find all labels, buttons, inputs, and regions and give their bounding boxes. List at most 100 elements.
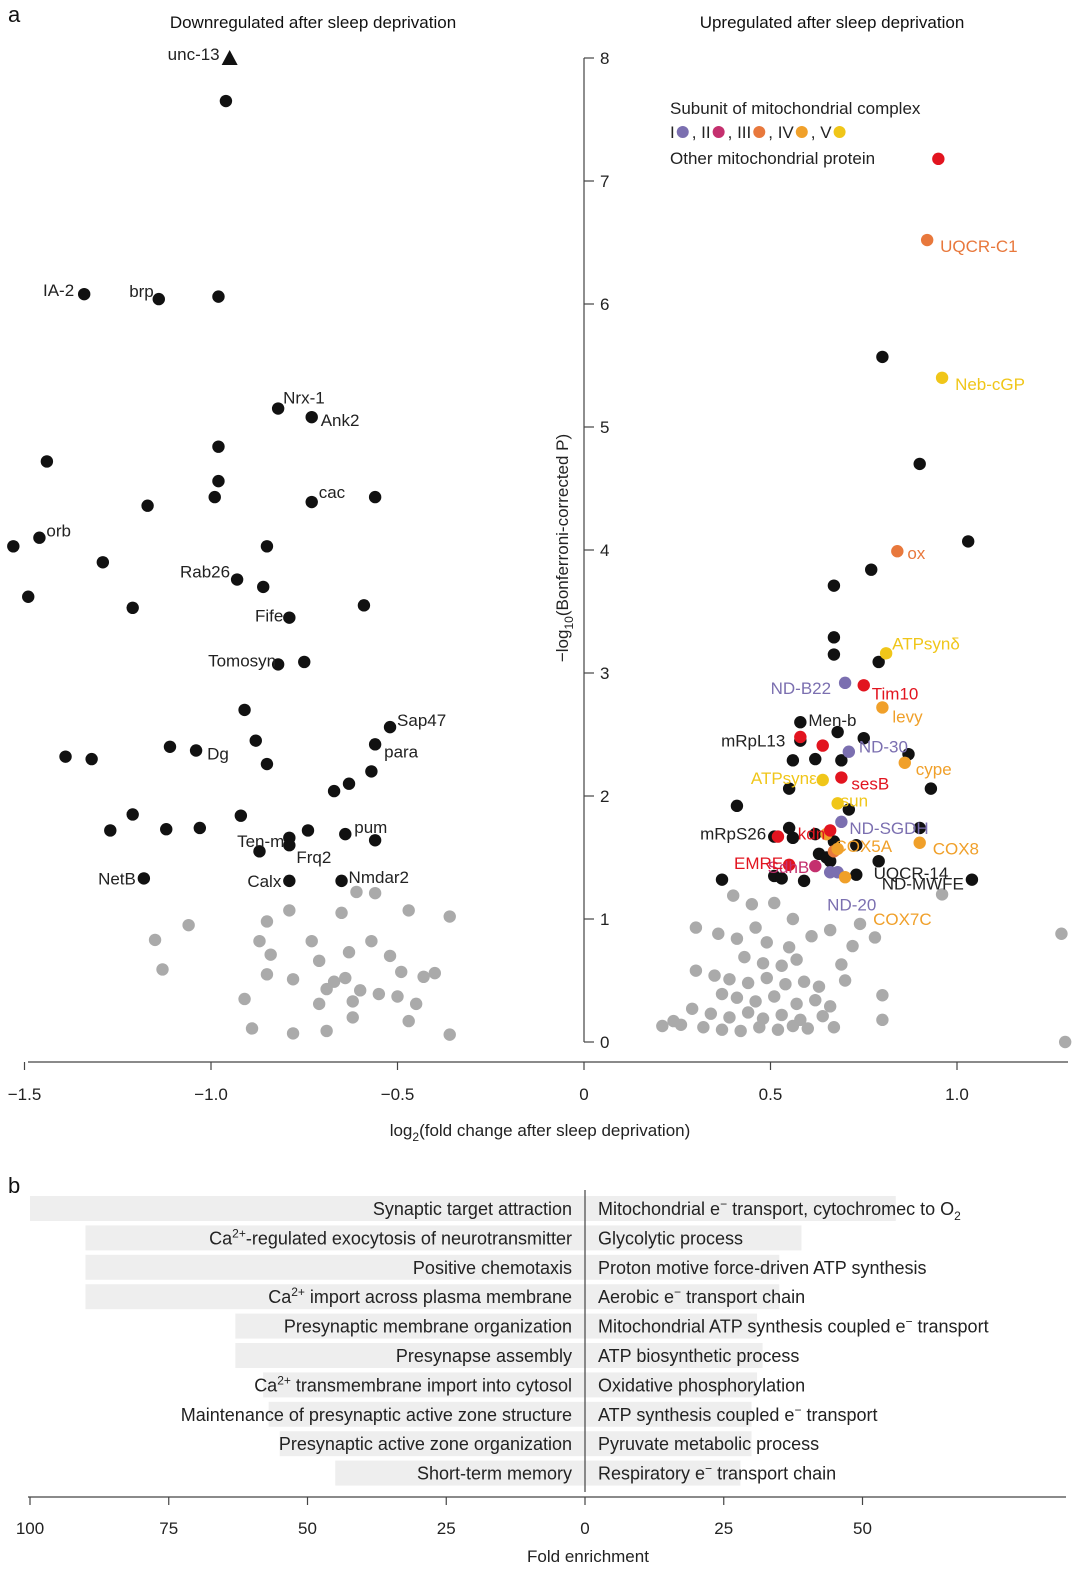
data-point-ns — [723, 1011, 736, 1024]
data-point — [327, 784, 341, 798]
go-term-part: -regulated exocytosis of neurotransmitte… — [246, 1228, 572, 1248]
go-term-part: 2+ — [291, 1285, 305, 1299]
data-point-ns — [782, 941, 796, 954]
data-point — [913, 836, 926, 849]
data-point-ns — [395, 965, 408, 979]
data-point — [283, 611, 296, 624]
gene-label: ND-SGDH — [849, 819, 928, 838]
gene-label: IA-2 — [43, 281, 74, 300]
x-tick-label: −0.5 — [381, 1085, 415, 1104]
enrichment-x-tick-label: 100 — [16, 1519, 44, 1538]
data-point-ns — [148, 933, 162, 947]
go-term-label: Positive chemotaxis — [413, 1258, 572, 1278]
go-term-part: 2+ — [277, 1373, 291, 1387]
data-point-ns — [428, 966, 441, 980]
data-point — [163, 740, 177, 753]
legend-swatch — [753, 126, 766, 138]
data-point — [160, 823, 173, 836]
data-point-ns — [656, 1019, 669, 1033]
data-point-ns — [760, 936, 773, 949]
data-point — [77, 287, 91, 301]
volcano-plot: Downregulated after sleep deprivation Up… — [7, 13, 1072, 1144]
data-point-ns — [1058, 1035, 1072, 1049]
data-point-ns — [402, 1014, 415, 1028]
data-point-ns — [245, 1022, 259, 1035]
enrichment-axis: 100 75 50 25 0 25 50 — [16, 1190, 1066, 1538]
data-point-ns — [312, 954, 326, 968]
data-point-ns — [827, 1021, 841, 1034]
data-point-ns — [734, 1024, 747, 1038]
data-point-ns — [312, 997, 326, 1011]
data-point-ns — [346, 995, 359, 1008]
gene-label: cype — [916, 760, 952, 779]
data-point — [823, 824, 837, 837]
bar-upregulated — [585, 1343, 763, 1368]
data-point — [842, 745, 856, 758]
go-term-part: − — [705, 1462, 712, 1476]
gene-label: cac — [319, 483, 346, 502]
go-term-part: 2 — [954, 1209, 961, 1223]
data-point — [827, 631, 841, 644]
data-point — [924, 782, 938, 795]
data-point — [271, 658, 285, 671]
data-point — [305, 495, 318, 509]
go-term-part: − — [906, 1315, 913, 1329]
legend-item-label: , IV — [768, 123, 794, 142]
gene-label: ATPsynδ — [892, 634, 960, 653]
data-point-ns — [741, 1006, 755, 1019]
gene-label: ATPsynε — [751, 769, 817, 788]
data-point-ns — [723, 973, 736, 986]
data-point — [342, 777, 356, 790]
data-point — [257, 580, 270, 594]
go-term-label: Aerobic e− transport chain — [598, 1285, 805, 1307]
legend-swatch — [712, 126, 725, 138]
enrichment-x-tick-label: 25 — [714, 1519, 733, 1538]
data-point — [305, 410, 318, 424]
data-point-ns — [779, 977, 792, 991]
data-point — [782, 782, 796, 795]
x-tick-label: 1.0 — [945, 1085, 969, 1104]
data-point-ns — [320, 1024, 333, 1038]
legend-swatch — [795, 126, 808, 138]
go-term-label: ATP biosynthetic process — [598, 1346, 799, 1366]
data-point-ns — [775, 1008, 788, 1022]
data-point — [219, 94, 233, 108]
bar-downregulated — [235, 1313, 585, 1339]
data-point-triangle — [221, 50, 238, 65]
data-point — [212, 474, 225, 488]
gene-label: para — [384, 742, 419, 761]
data-point-ns — [786, 1019, 800, 1033]
data-point-ns — [260, 968, 274, 981]
gene-label: Nrx-1 — [283, 389, 325, 408]
data-point — [809, 859, 822, 873]
data-point-ns — [368, 886, 382, 900]
data-point — [965, 873, 979, 886]
scatter-axes: −1.5 −1.0 −0.5 0 0.5 1.0 0 1 2 3 4 5 6 7 8 — [8, 49, 1068, 1104]
data-point-ns — [383, 949, 397, 963]
data-point-ns — [760, 971, 773, 985]
bar-downregulated — [263, 1372, 585, 1398]
data-point — [59, 750, 72, 763]
bar-downregulated — [268, 1401, 585, 1427]
data-point — [152, 292, 165, 306]
gene-label: COX8 — [933, 840, 979, 859]
data-point — [913, 821, 926, 835]
go-term-part: transport — [801, 1405, 877, 1425]
gene-label: sesB — [851, 775, 889, 794]
go-term-part: − — [674, 1285, 681, 1299]
bar-downregulated — [85, 1225, 585, 1251]
data-point-ns — [417, 970, 430, 984]
data-point-ns — [685, 1002, 699, 1015]
data-point-ns — [391, 990, 404, 1003]
bar-downregulated — [30, 1196, 585, 1221]
go-term-label: Mitochondrial ATP synthesis coupled e− t… — [598, 1315, 989, 1337]
data-point — [794, 716, 807, 729]
enrichment-x-tick-label: 50 — [853, 1519, 872, 1538]
enrichment-x-label: Fold enrichment — [527, 1547, 649, 1566]
data-point-ns — [667, 1014, 680, 1028]
data-point-ns — [409, 997, 423, 1011]
data-point-ns — [238, 992, 251, 1006]
data-point — [141, 499, 154, 512]
data-point-ns — [790, 953, 803, 966]
data-point — [809, 827, 822, 841]
